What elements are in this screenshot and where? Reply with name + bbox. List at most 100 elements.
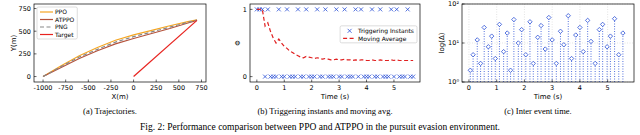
- y-tick: [250, 9, 253, 10]
- y-tick-label: 10⁰: [448, 78, 459, 86]
- scatter-marker: [378, 7, 382, 11]
- stem-marker: [612, 16, 616, 20]
- stem-line: [518, 43, 519, 82]
- scatter-marker: [406, 7, 410, 11]
- x-tick-label: 0: [132, 84, 136, 92]
- legend-label: Moving Average: [358, 35, 407, 43]
- scatter-marker: [293, 75, 297, 79]
- x-tick: [393, 80, 394, 83]
- stem-marker: [524, 53, 528, 57]
- x-tick: [88, 80, 89, 83]
- y-tick: [34, 8, 37, 9]
- x-tick: [552, 80, 553, 83]
- stem-marker: [574, 33, 578, 37]
- x-axis-label: X(m): [111, 93, 128, 101]
- stem-marker: [519, 27, 523, 31]
- legend-box: [340, 26, 417, 43]
- stem-line: [525, 55, 526, 82]
- stem-marker: [516, 41, 520, 45]
- x-tick-label: 1: [282, 84, 286, 92]
- legend-swatch: [40, 19, 53, 20]
- scatter-marker: [403, 75, 407, 79]
- stem-line: [607, 47, 608, 82]
- x-tick-label: 4: [578, 84, 582, 92]
- y-tick-label: 0: [243, 73, 247, 81]
- stem-marker: [486, 45, 490, 49]
- stem-line: [499, 24, 500, 82]
- stem-marker: [478, 61, 482, 65]
- x-tick-label: 0: [467, 84, 471, 92]
- scatter-marker: [274, 75, 278, 79]
- legend-swatch: [40, 34, 53, 35]
- stem-marker: [543, 47, 547, 51]
- stem-marker: [605, 45, 609, 49]
- x-tick-label: 750: [195, 84, 207, 92]
- stem-marker: [550, 38, 554, 42]
- y-tick: [250, 76, 253, 77]
- stem-marker: [593, 61, 597, 65]
- legend-swatch: [40, 26, 53, 27]
- x-tick: [339, 80, 340, 83]
- stem-line: [595, 63, 596, 82]
- stem-line: [614, 19, 615, 82]
- y-tick: [462, 43, 465, 44]
- stem-marker: [512, 17, 516, 21]
- x-tick-label: 3: [337, 84, 341, 92]
- stem-line: [552, 40, 553, 82]
- stem-line: [583, 52, 584, 82]
- x-tick: [524, 80, 525, 83]
- series-line: [134, 20, 197, 76]
- stem-marker: [562, 43, 566, 47]
- scatter-marker: [376, 75, 380, 79]
- stem-marker: [475, 38, 479, 42]
- stem-marker: [558, 29, 562, 33]
- stem-line: [556, 63, 557, 82]
- stem-marker: [578, 25, 582, 29]
- stem-marker: [531, 61, 535, 65]
- figure-caption: Fig. 2: Performance comparison between P…: [140, 122, 500, 132]
- stem-line: [533, 63, 534, 82]
- x-tick-label: 250: [150, 84, 162, 92]
- x-axis-label: Time (s): [533, 93, 563, 101]
- stem-marker: [471, 53, 475, 57]
- subcaption: (a) Trajectories.: [83, 106, 137, 116]
- x-tick: [256, 80, 257, 83]
- panel: -1000-750-500-25002505007500250500750X(m…: [10, 4, 208, 116]
- scatter-marker: [304, 7, 308, 11]
- stem-marker: [468, 68, 472, 72]
- stem-line: [610, 36, 611, 82]
- stem-marker: [505, 31, 509, 35]
- stem-marker: [501, 49, 505, 53]
- legend-label: PPO: [55, 8, 67, 15]
- x-tick: [201, 80, 202, 83]
- data-group: [43, 20, 197, 77]
- scatter-marker: [334, 7, 338, 11]
- stem-line: [537, 37, 538, 82]
- stem-line: [560, 31, 561, 82]
- x-tick: [178, 80, 179, 83]
- x-tick: [65, 80, 66, 83]
- stem-line: [529, 22, 530, 82]
- stem-marker: [528, 20, 532, 24]
- legend-label: ATPPO: [55, 16, 75, 23]
- y-tick-label: 250: [19, 50, 31, 58]
- y-tick: [462, 82, 465, 83]
- stem-line: [541, 26, 542, 82]
- scatter-marker: [395, 7, 399, 11]
- legend-swatch: [343, 38, 356, 39]
- x-tick-label: 500: [173, 84, 185, 92]
- scatter-marker: [356, 75, 360, 79]
- stem-line: [587, 20, 588, 82]
- data-group: [468, 14, 625, 82]
- scatter-marker: [332, 75, 336, 79]
- x-tick-label: 4: [364, 84, 368, 92]
- stem-marker: [482, 25, 486, 29]
- panel: 01234510⁰10¹10²Time (s)log(Δ)(c) Inter e…: [438, 0, 634, 116]
- x-tick-label: -750: [58, 84, 73, 92]
- stem-line: [473, 55, 474, 82]
- y-tick-label: 750: [19, 5, 31, 13]
- scatter-marker: [282, 75, 286, 79]
- stem-marker: [585, 18, 589, 22]
- y-tick-label: 10²: [448, 0, 459, 8]
- plot-frame: [250, 4, 420, 82]
